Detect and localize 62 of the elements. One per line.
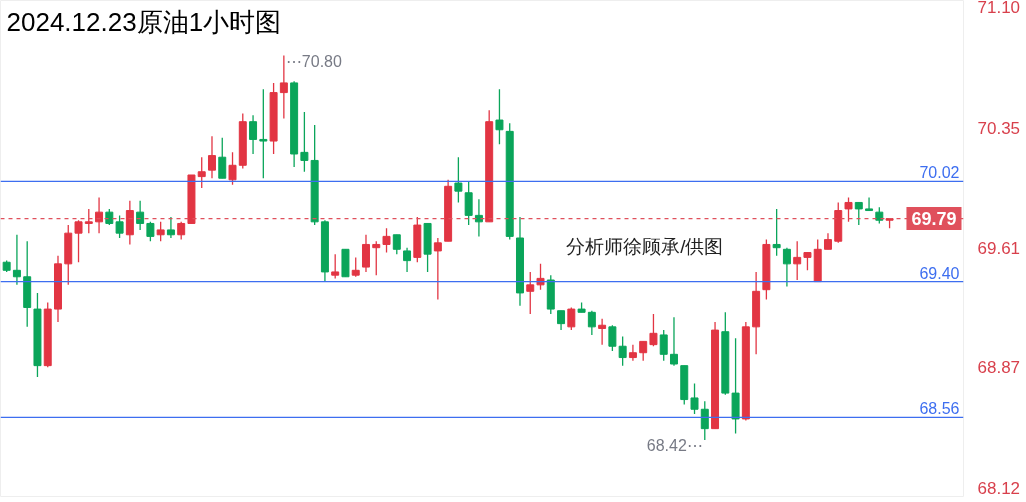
ref-line-label: 70.02 bbox=[919, 164, 960, 182]
y-tick-label: 69.61 bbox=[977, 238, 1021, 258]
candlestick bbox=[854, 201, 863, 226]
candlestick bbox=[598, 318, 607, 346]
candlestick bbox=[495, 88, 504, 145]
candlestick bbox=[12, 234, 21, 286]
candlestick bbox=[166, 216, 175, 239]
candlestick bbox=[115, 214, 124, 239]
candlestick bbox=[218, 137, 227, 179]
candlestick bbox=[259, 88, 268, 179]
annotation: 分析师徐顾承/供图 bbox=[566, 236, 724, 258]
candlestick bbox=[331, 253, 340, 280]
candlestick bbox=[382, 227, 391, 254]
candlestick bbox=[628, 343, 637, 362]
candlestick bbox=[649, 313, 658, 347]
candlestick bbox=[793, 240, 802, 281]
candlestick bbox=[156, 221, 165, 242]
candlestick bbox=[464, 180, 473, 226]
candlestick bbox=[536, 263, 545, 291]
candlestick bbox=[403, 247, 412, 273]
y-tick-label: 68.87 bbox=[977, 358, 1021, 378]
candlestick bbox=[844, 196, 853, 223]
ref-line-label: 68.56 bbox=[919, 400, 960, 418]
ref-line-label: 69.40 bbox=[919, 264, 960, 282]
chart-title: 2024.12.23原油1小时图 bbox=[6, 6, 282, 37]
candlestick bbox=[567, 306, 576, 331]
candlestick bbox=[557, 310, 566, 331]
candlestick bbox=[669, 316, 678, 367]
candlestick bbox=[95, 196, 104, 234]
candlestick bbox=[146, 221, 155, 242]
candlestick bbox=[228, 151, 237, 186]
candlestick bbox=[300, 111, 309, 173]
candlestick bbox=[772, 208, 781, 257]
candlestick bbox=[74, 219, 83, 263]
candlestick bbox=[782, 247, 791, 288]
candlestick bbox=[433, 237, 442, 301]
candlestick bbox=[208, 135, 216, 179]
annotation: ⋯70.80 bbox=[285, 52, 342, 70]
candlestick bbox=[618, 335, 627, 367]
ref-line-label: 69.79 bbox=[911, 209, 957, 230]
candlestick bbox=[84, 208, 93, 234]
candlestick bbox=[249, 114, 258, 155]
candlestick bbox=[362, 234, 370, 273]
y-tick-label: 68.12 bbox=[977, 479, 1021, 499]
annotation: 68.42⋯ bbox=[646, 437, 703, 455]
candlestick bbox=[279, 54, 288, 120]
candlestick bbox=[587, 310, 596, 336]
y-tick-label: 71.10 bbox=[977, 0, 1021, 17]
candlestick bbox=[392, 234, 401, 255]
candlestick bbox=[372, 240, 381, 276]
candlestick bbox=[526, 271, 535, 315]
candlestick bbox=[454, 156, 463, 204]
candlestick bbox=[608, 324, 617, 352]
candlestick bbox=[690, 382, 699, 415]
candlestick bbox=[659, 329, 668, 362]
candlestick bbox=[639, 340, 648, 362]
candlestick bbox=[700, 400, 709, 441]
candlestick bbox=[351, 256, 360, 278]
candlestick bbox=[136, 200, 145, 231]
candlestick bbox=[865, 196, 874, 212]
candlestick bbox=[197, 156, 206, 189]
y-tick-label: 70.35 bbox=[977, 119, 1021, 139]
